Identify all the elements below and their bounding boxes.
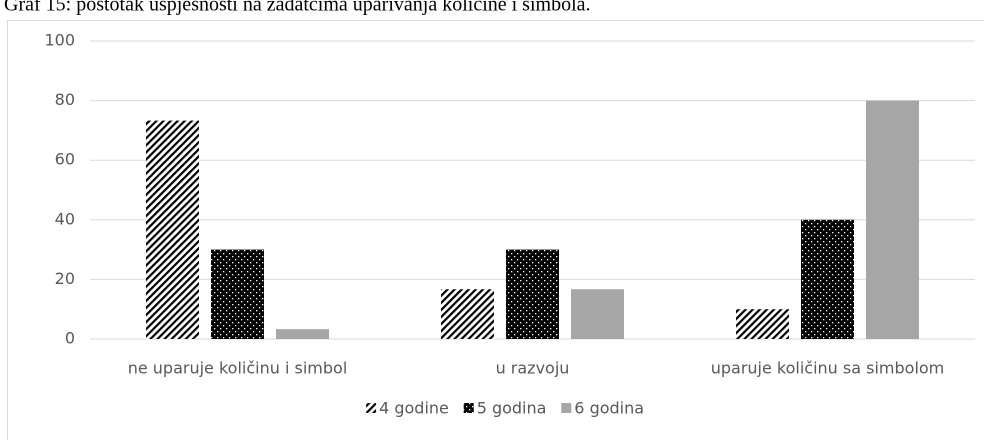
y-tick-label: 100 (44, 31, 75, 50)
bar (506, 249, 559, 339)
x-tick-label: ne uparuje količinu i simbol (128, 359, 348, 378)
legend-swatch (463, 403, 474, 413)
legend-swatch (366, 403, 377, 413)
bar (441, 289, 494, 339)
y-tick-label: 80 (55, 90, 75, 109)
bar (571, 289, 624, 339)
bar (801, 219, 854, 339)
legend-label: 4 godine (379, 399, 449, 418)
bar (866, 100, 919, 339)
bar (211, 249, 264, 339)
bar (276, 329, 329, 339)
y-tick-label: 40 (55, 209, 75, 228)
legend-label: 5 godina (477, 399, 547, 418)
legend-swatch (561, 403, 572, 413)
bar (146, 120, 199, 339)
y-tick-label: 60 (55, 150, 75, 169)
legend-label: 6 godina (574, 399, 644, 418)
y-tick-label: 0 (65, 329, 75, 348)
bar (736, 309, 789, 339)
y-tick-label: 20 (55, 269, 75, 288)
x-tick-label: uparuje količinu sa simbolom (711, 359, 945, 378)
x-tick-label: u razvoju (496, 359, 570, 378)
chart-title: Graf 15: postotak uspješnosti na zadatci… (4, 0, 591, 16)
